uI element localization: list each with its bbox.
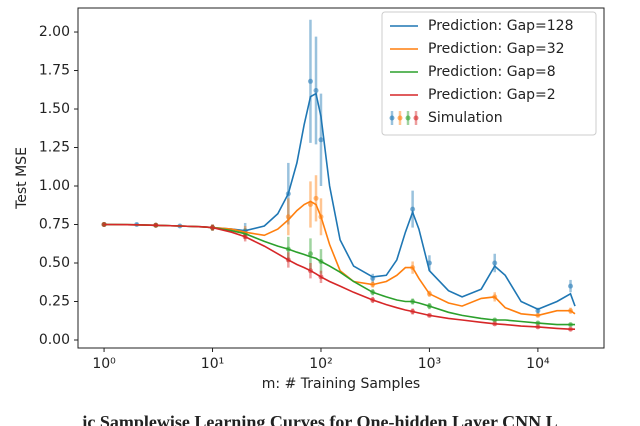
y-tick-label: 1.00 xyxy=(39,178,70,194)
y-axis-label: Test MSE xyxy=(14,147,30,210)
legend-swatch xyxy=(389,115,395,121)
x-tick-label: 10⁰ xyxy=(92,356,116,372)
x-tick-label: 10³ xyxy=(418,356,441,372)
prediction-line xyxy=(104,223,575,330)
legend-label: Prediction: Gap=8 xyxy=(428,64,556,80)
x-tick-label: 10² xyxy=(309,356,332,372)
x-axis-label: m: # Training Samples xyxy=(262,376,420,392)
prediction-line xyxy=(104,200,576,317)
simulation-point xyxy=(313,88,319,94)
simulation-point xyxy=(307,201,313,207)
legend-swatch xyxy=(405,115,411,121)
caption: ic Samplewise Learning Curves for One-hi… xyxy=(82,412,557,426)
legend-swatch xyxy=(397,115,403,121)
simulation-point xyxy=(410,206,416,212)
legend-box xyxy=(381,11,597,136)
legend-label: Prediction: Gap=32 xyxy=(428,41,565,57)
legend-label: Prediction: Gap=2 xyxy=(428,87,556,103)
y-tick-label: 2.00 xyxy=(39,24,70,40)
simulation-point xyxy=(313,195,319,201)
simulation-point xyxy=(307,251,313,257)
simulation-point xyxy=(307,78,313,84)
x-tick-label: 10¹ xyxy=(201,356,224,372)
simulation-point xyxy=(568,283,574,289)
simulation-point xyxy=(318,137,324,143)
y-tick-label: 0.00 xyxy=(39,332,70,348)
y-tick-label: 1.50 xyxy=(39,101,70,117)
y-tick-label: 0.75 xyxy=(39,217,70,233)
plot-frame xyxy=(77,7,605,349)
simulation-point xyxy=(492,260,498,266)
legend-label: Prediction: Gap=128 xyxy=(428,18,573,34)
y-tick-label: 1.25 xyxy=(39,140,70,156)
legend-swatch xyxy=(413,115,419,121)
y-tick-label: 0.50 xyxy=(39,255,70,271)
legend-label: Simulation xyxy=(428,110,503,126)
simulation-point xyxy=(101,222,107,228)
x-tick-label: 10⁴ xyxy=(526,356,550,372)
prediction-line xyxy=(104,223,575,326)
y-tick-label: 0.25 xyxy=(39,293,70,309)
y-tick-label: 1.75 xyxy=(39,63,70,79)
